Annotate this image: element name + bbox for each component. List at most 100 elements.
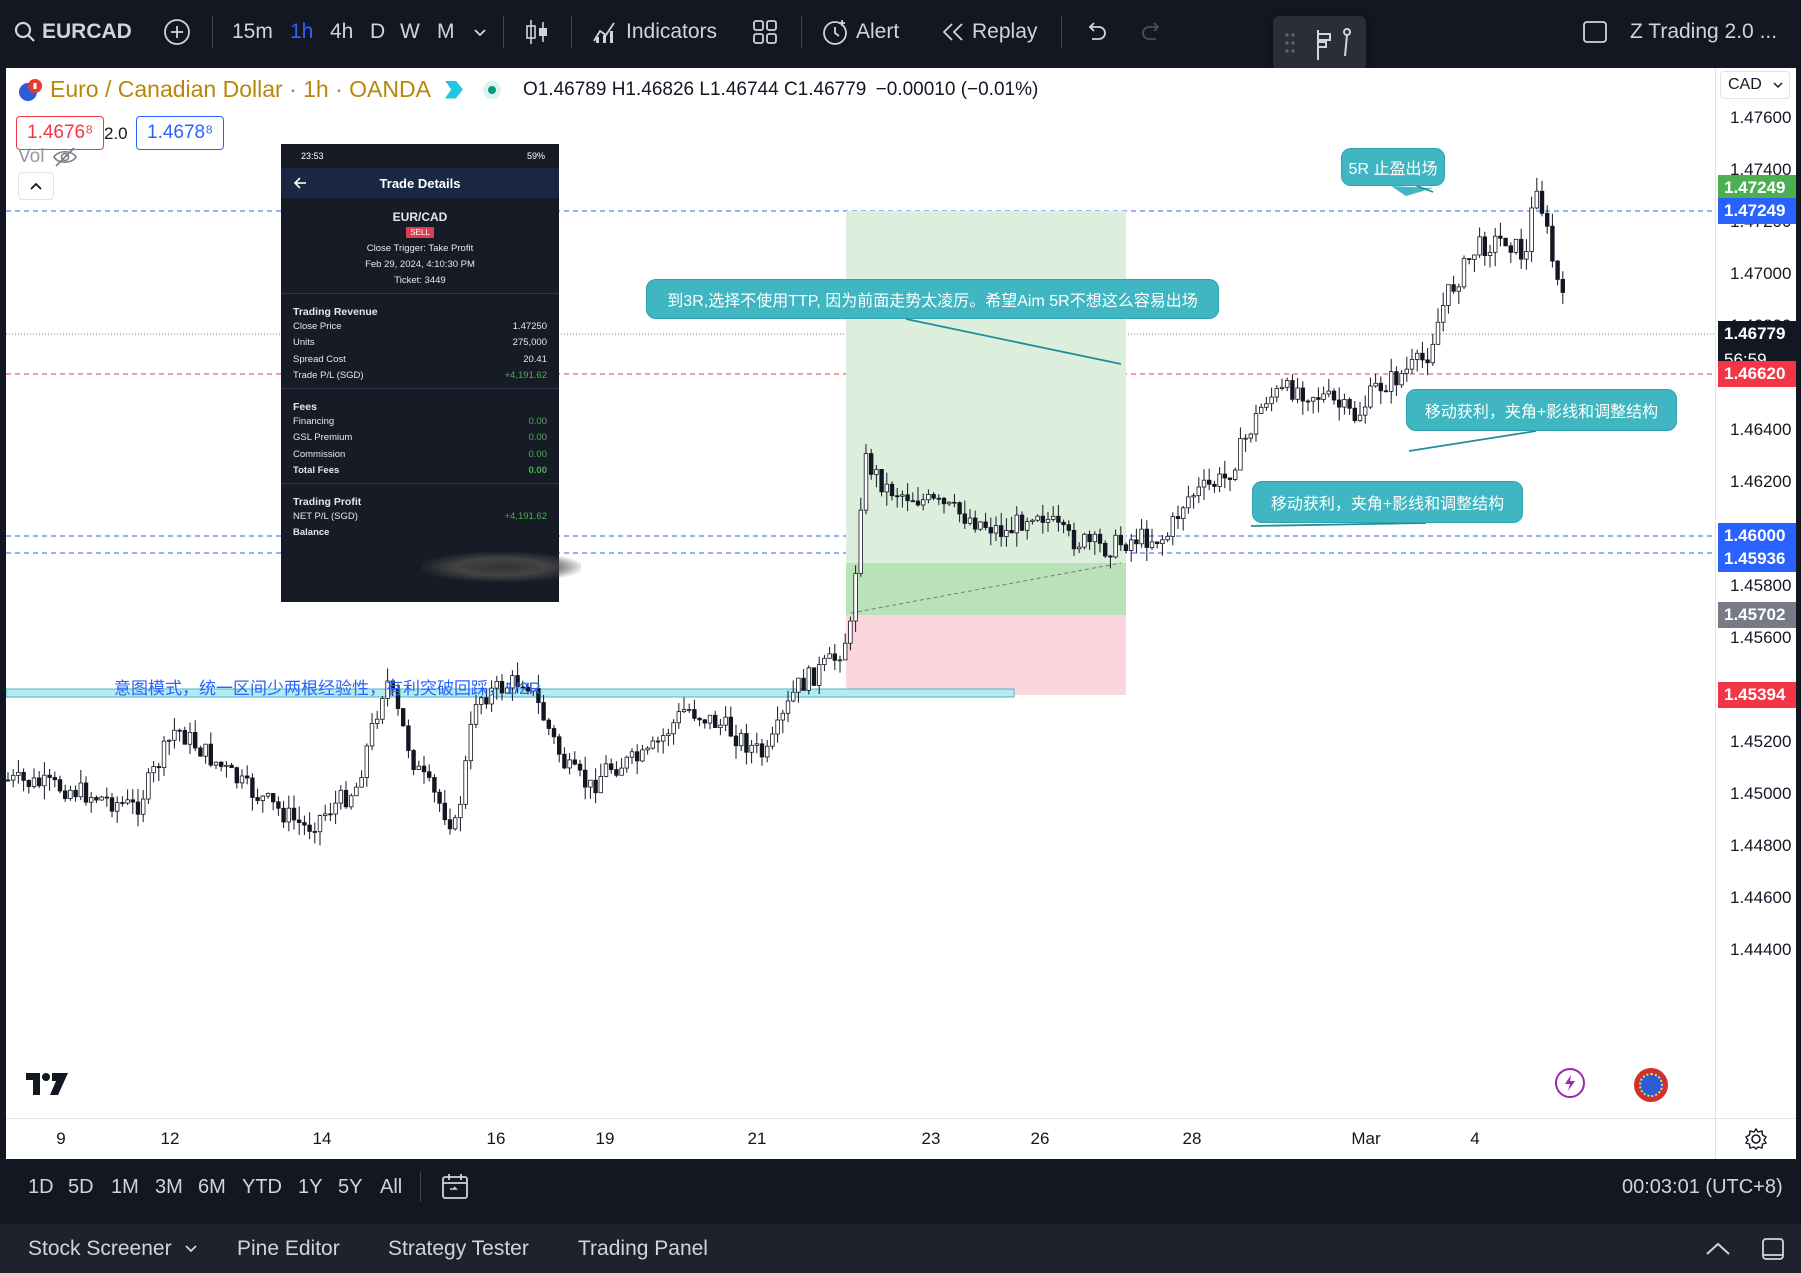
candle-body — [546, 719, 551, 729]
layout-name[interactable]: Z Trading 2.0 ... — [1630, 20, 1778, 43]
interval-w[interactable]: W — [400, 20, 420, 43]
tradingview-logo-icon — [26, 1073, 68, 1095]
separator — [1061, 16, 1062, 48]
market-status-icon[interactable] — [444, 80, 463, 99]
interval-m[interactable]: M — [437, 20, 455, 43]
candle-body — [1149, 541, 1155, 548]
indicators-button[interactable]: Indicators — [592, 0, 717, 64]
callout-3r-note[interactable]: 到3R,选择不使用TTP, 因为前面走势太凌厉。希望Aim 5R不想这么容易出场 — [646, 279, 1219, 319]
candle-body — [1472, 254, 1477, 260]
candle-body — [1123, 544, 1129, 551]
currency-selector[interactable]: CAD — [1720, 71, 1790, 99]
candle-body — [1118, 534, 1123, 546]
range-5y[interactable]: 5Y — [338, 1175, 363, 1198]
buy-price-button[interactable]: 1.4678⁸ — [136, 116, 225, 150]
chart-canvas[interactable] — [6, 68, 1715, 1118]
time-tick-label: 14 — [312, 1129, 332, 1148]
symbol-title[interactable]: Euro / Canadian Dollar · 1h · OANDA — [50, 76, 431, 102]
candle-body — [499, 681, 505, 694]
tab-stock-screener[interactable]: Stock Screener — [28, 1224, 198, 1273]
fib-tool-icon[interactable] — [1313, 24, 1359, 62]
tab-pine-editor[interactable]: Pine Editor — [237, 1236, 340, 1260]
time-tick-label: 26 — [1030, 1129, 1050, 1148]
intent-note-text[interactable]: 意图模式，统一区间少两根经验性，有利突破回踩，1/2R — [114, 679, 541, 698]
candle-body — [687, 709, 692, 711]
candle-body — [1269, 396, 1274, 405]
eu-flag-icon[interactable] — [1634, 1068, 1668, 1102]
candle-body — [374, 718, 380, 724]
candle-body — [42, 774, 47, 787]
collapse-legend-button[interactable] — [18, 172, 54, 200]
candle-body — [1415, 352, 1420, 360]
candle-body — [978, 521, 983, 530]
tab-trading-panel[interactable]: Trading Panel — [578, 1236, 708, 1260]
undo-button[interactable] — [1082, 0, 1108, 64]
interval-4h[interactable]: 4h — [330, 20, 354, 43]
phone-revenue-row: Spread Cost 20.41 — [293, 353, 547, 365]
chart-settings-button[interactable] — [1715, 1118, 1796, 1159]
candle-body — [1129, 539, 1134, 551]
candle-body — [1311, 397, 1316, 402]
candle-body — [1560, 279, 1565, 293]
market-open-icon[interactable] — [482, 80, 501, 99]
clock-timezone[interactable]: 00:03:01 (UTC+8) — [1622, 1175, 1783, 1198]
replay-button[interactable]: Replay — [940, 0, 1037, 64]
price-scale[interactable]: CAD 1.476001.474001.472001.470001.468001… — [1715, 68, 1796, 1118]
candle-body — [369, 723, 375, 747]
drag-handle-icon[interactable] — [1283, 30, 1297, 56]
maximize-panel-button[interactable] — [1760, 1224, 1786, 1273]
range-1m[interactable]: 1M — [111, 1175, 139, 1198]
candle-body — [1357, 414, 1363, 422]
tab-strategy-tester[interactable]: Strategy Tester — [388, 1236, 529, 1260]
range-all[interactable]: All — [380, 1175, 403, 1198]
candle-body — [1139, 528, 1144, 545]
candle-body — [468, 723, 473, 762]
price-tick-label: 1.47400 — [1730, 160, 1792, 179]
alarm-clock-icon — [823, 20, 847, 45]
chart-type-button[interactable] — [524, 0, 550, 64]
range-1y[interactable]: 1Y — [298, 1175, 323, 1198]
callout-trailing-profit[interactable]: 移动获利，夹角+影线和调整结构 — [1406, 389, 1677, 431]
callout-trailing-profit[interactable]: 移动获利，夹角+影线和调整结构 — [1252, 481, 1523, 523]
candle-body — [801, 677, 806, 691]
chevron-down-icon — [1773, 82, 1783, 89]
collapse-panel-button[interactable] — [1705, 1224, 1731, 1273]
redo-button[interactable] — [1140, 0, 1166, 64]
range-ytd[interactable]: YTD — [242, 1175, 282, 1198]
interval-15m[interactable]: 15m — [232, 20, 273, 43]
range-5d[interactable]: 5D — [68, 1175, 94, 1198]
compare-symbol-button[interactable] — [163, 0, 191, 64]
candle-body — [661, 735, 666, 742]
time-scale[interactable]: 9 12 14 16 19 21 23 26 28 Mar 4 — [6, 1118, 1715, 1159]
alert-button[interactable]: Alert — [820, 0, 899, 64]
replay-label: Replay — [972, 20, 1038, 43]
square-icon — [1583, 21, 1607, 43]
interval-dropdown[interactable] — [472, 0, 488, 64]
candle-body — [1165, 535, 1170, 541]
range-6m[interactable]: 6M — [198, 1175, 226, 1198]
floating-drawing-toolbar[interactable] — [1273, 16, 1366, 70]
go-to-date-button[interactable] — [440, 1162, 470, 1212]
candle-body — [723, 716, 728, 726]
callout-5r-take-profit[interactable]: 5R 止盈出场 — [1341, 148, 1445, 186]
candle-body — [1097, 533, 1103, 544]
interval-1h[interactable]: 1h — [290, 20, 314, 43]
candle-body — [1144, 528, 1149, 548]
candle-body — [676, 711, 681, 724]
layout-templates-button[interactable] — [752, 0, 778, 64]
phone-battery: 59% — [526, 151, 545, 161]
sell-price-button[interactable]: 1.4676⁸ — [16, 116, 105, 150]
range-1d[interactable]: 1D — [28, 1175, 54, 1198]
candle-body — [598, 776, 603, 794]
layout-toggle-button[interactable] — [1582, 0, 1608, 64]
range-3m[interactable]: 3M — [155, 1175, 183, 1198]
eye-off-icon[interactable] — [52, 146, 78, 168]
candle-body — [1071, 529, 1077, 550]
candle-body — [744, 733, 749, 753]
candle-body — [447, 819, 453, 830]
candle-body — [343, 789, 349, 808]
symbol-search[interactable]: EURCAD — [14, 0, 132, 64]
lightning-icon[interactable] — [1555, 1068, 1585, 1098]
chart-plot-area[interactable]: 23:53 59% Trade Details EUR/CAD SELL Clo… — [6, 68, 1715, 1118]
interval-d[interactable]: D — [370, 20, 386, 43]
